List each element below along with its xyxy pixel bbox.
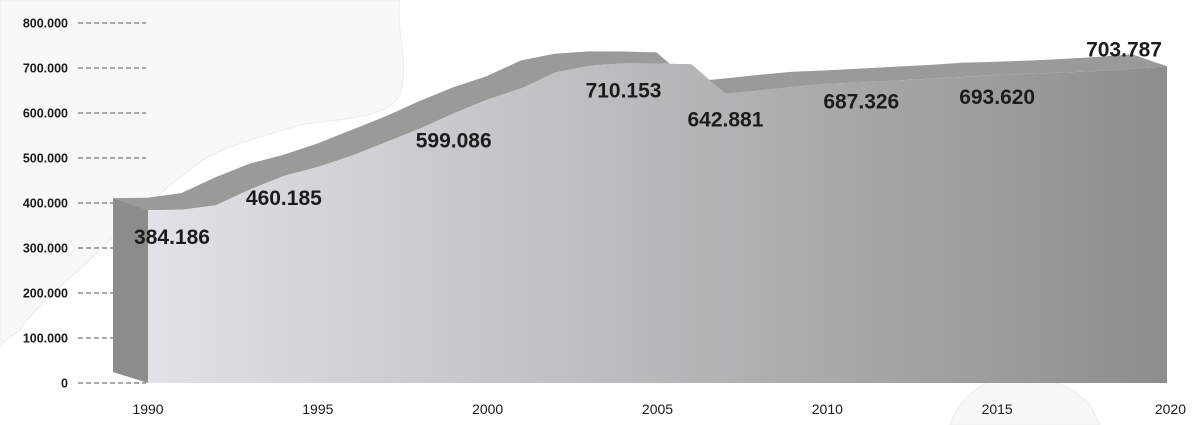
y-axis-ticks: 800.000 700.000 600.000 500.000 400.000 300.0… (23, 17, 68, 391)
x-tick-label: 1990 (132, 401, 163, 417)
data-label: 384.186 (134, 226, 210, 249)
x-tick-label: 2010 (812, 401, 843, 417)
data-label: 460.185 (246, 187, 322, 210)
background-map-shape (0, 0, 1101, 425)
y-tick-label: 0 (61, 377, 68, 391)
x-tick-label: 1995 (302, 401, 333, 417)
y-tick-label: 100.000 (23, 332, 68, 346)
x-tick-label: 2020 (1155, 401, 1186, 417)
area-series (113, 51, 1167, 384)
data-labels: 384.186 460.185 599.086 710.153 642.881 687.3… (134, 38, 1162, 249)
y-tick-label: 300.000 (23, 242, 68, 256)
x-tick-label: 2015 (982, 401, 1013, 417)
data-label: 687.326 (823, 91, 899, 114)
y-tick-label: 600.000 (23, 107, 68, 121)
area-ridge (113, 51, 1167, 211)
x-tick-label: 2005 (642, 401, 673, 417)
x-tick-label: 2000 (472, 401, 503, 417)
data-label: 710.153 (586, 79, 662, 102)
y-tick-label: 800.000 (23, 17, 68, 31)
area-side-face (113, 198, 148, 383)
x-axis-ticks: 1990 1995 2000 2005 2010 2015 2020 (132, 401, 1186, 417)
data-label: 703.787 (1086, 38, 1162, 61)
y-tick-label: 500.000 (23, 152, 68, 166)
y-tick-label: 700.000 (23, 62, 68, 76)
area-front-face (148, 63, 1167, 384)
y-tick-label: 200.000 (23, 287, 68, 301)
data-label: 599.086 (416, 129, 492, 152)
y-tick-label: 400.000 (23, 197, 68, 211)
data-label: 642.881 (687, 109, 763, 132)
data-label: 693.620 (959, 86, 1035, 109)
